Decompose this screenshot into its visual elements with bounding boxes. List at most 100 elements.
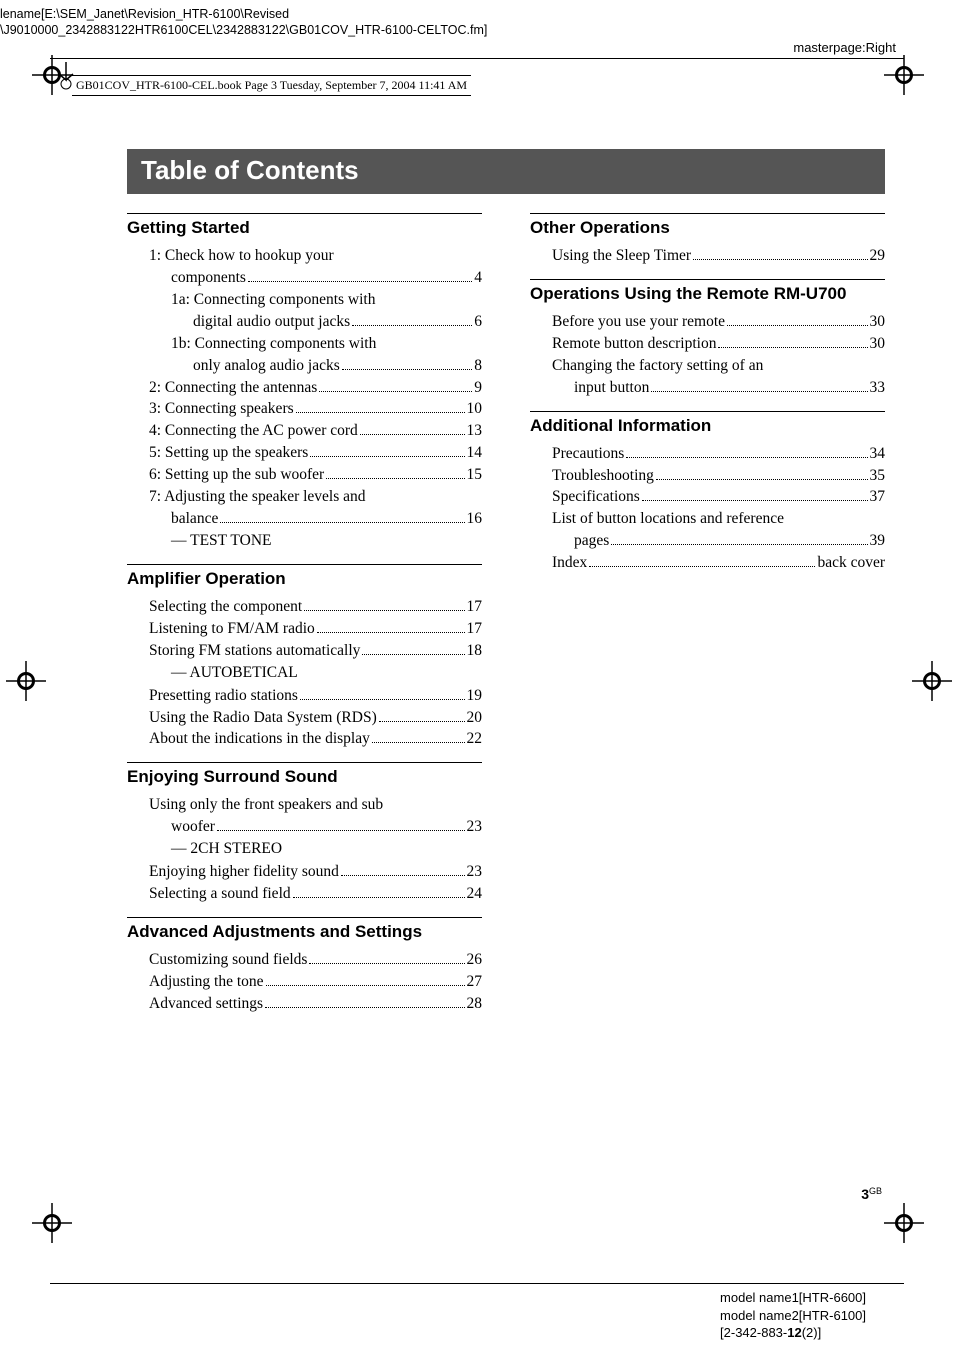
toc-label: Adjusting the tone	[149, 972, 264, 993]
toc-label: 1a: Connecting components with	[171, 290, 375, 311]
toc-entry: 1: Check how to hookup your	[127, 246, 482, 267]
toc-page: 9	[474, 378, 482, 399]
toc-entry: 2: Connecting the antennas 9	[127, 378, 482, 399]
toc-list: Using the Sleep Timer29	[530, 246, 885, 267]
toc-entry: Presetting radio stations19	[127, 686, 482, 707]
toc-page: 19	[467, 686, 483, 707]
toc-leader	[266, 973, 465, 986]
toc-page: 28	[467, 994, 483, 1015]
toc-label: 2: Connecting the antennas	[149, 378, 317, 399]
toc-label: 1b: Connecting components with	[171, 334, 376, 355]
toc-label: Troubleshooting	[552, 466, 654, 487]
toc-leader	[379, 708, 465, 721]
toc-page: 18	[467, 641, 483, 662]
toc-entry: About the indications in the display22	[127, 729, 482, 750]
toc-label: Precautions	[552, 444, 624, 465]
toc-label: 7: Adjusting the speaker levels and	[149, 487, 366, 508]
toc-label: Before you use your remote	[552, 312, 725, 333]
toc-entry: only analog audio jacks 8	[127, 356, 482, 377]
registration-mark	[884, 1203, 924, 1243]
toc-leader	[727, 313, 867, 326]
toc-page: 34	[870, 444, 886, 465]
toc-label: Changing the factory setting of an	[552, 356, 763, 377]
toc-leader	[352, 312, 472, 325]
toc-entry: 3: Connecting speakers10	[127, 399, 482, 420]
toc-label: Using only the front speakers and sub	[149, 795, 383, 816]
page-title: Table of Contents	[127, 149, 885, 194]
toc-label: 4: Connecting the AC power cord	[149, 421, 358, 442]
toc-leader	[265, 994, 464, 1007]
toc-label: balance	[171, 509, 218, 530]
toc-entry: Customizing sound fields26	[127, 950, 482, 971]
toc-entry: Remote button description30	[530, 334, 885, 355]
toc-label: Index	[552, 553, 587, 574]
toc-list: Precautions34Troubleshooting35Specificat…	[530, 444, 885, 575]
registration-mark	[6, 661, 46, 701]
toc-entry: Advanced settings 28	[127, 994, 482, 1015]
registration-mark-outer	[2, 1282, 42, 1322]
toc-page: 33	[870, 378, 886, 399]
toc-leader	[220, 510, 464, 523]
toc-entry: digital audio output jacks6	[127, 312, 482, 333]
registration-mark-outer	[918, 1282, 954, 1322]
toc-page: 14	[467, 443, 483, 464]
toc-label: 6: Setting up the sub woofer	[149, 465, 324, 486]
toc-leader	[718, 334, 867, 347]
registration-mark	[32, 1203, 72, 1243]
filename-path: lename[E:\SEM_Janet\Revision_HTR-6100\Re…	[0, 6, 487, 39]
toc-leader	[248, 269, 472, 282]
bookline-text: GB01COV_HTR-6100-CEL.book Page 3 Tuesday…	[72, 75, 471, 96]
toc-leader	[362, 641, 464, 654]
toc-entry: 6: Setting up the sub woofer15	[127, 465, 482, 486]
toc-label: Using the Radio Data System (RDS)	[149, 708, 377, 729]
toc-entry: Selecting the component17	[127, 597, 482, 618]
toc-leader	[296, 400, 465, 413]
filename-line2: \J9010000_2342883122HTR6100CEL\234288312…	[0, 23, 487, 37]
toc-label: components	[171, 268, 246, 289]
toc-columns: Getting Started1: Check how to hookup yo…	[127, 213, 885, 1016]
toc-label: Remote button description	[552, 334, 716, 355]
toc-label: Advanced settings	[149, 994, 263, 1015]
toc-entry: List of button locations and reference	[530, 509, 885, 530]
toc-entry: Adjusting the tone 27	[127, 972, 482, 993]
toc-entry: — 2CH STEREO	[127, 839, 482, 860]
toc-entry: Selecting a sound field24	[127, 884, 482, 905]
toc-entry: Using the Radio Data System (RDS)20	[127, 708, 482, 729]
model-name-2: model name2[HTR-6100]	[720, 1307, 866, 1325]
toc-leader	[310, 444, 464, 457]
toc-label: pages	[574, 531, 609, 552]
toc-leader	[626, 444, 867, 457]
page-number-suffix: GB	[869, 1186, 882, 1196]
toc-label: 1: Check how to hookup your	[149, 246, 334, 267]
section-heading: Operations Using the Remote RM-U700	[530, 279, 885, 304]
toc-leader	[611, 532, 867, 545]
filename-line1: lename[E:\SEM_Janet\Revision_HTR-6100\Re…	[0, 7, 289, 21]
toc-page: 16	[467, 509, 483, 530]
toc-leader	[360, 422, 465, 435]
toc-entry: 1a: Connecting components with	[127, 290, 482, 311]
toc-page: 27	[467, 972, 483, 993]
toc-entry: Using only the front speakers and sub	[127, 795, 482, 816]
toc-page: 29	[870, 246, 886, 267]
toc-label: Listening to FM/AM radio	[149, 619, 315, 640]
toc-list: Using only the front speakers and subwoo…	[127, 795, 482, 905]
toc-label: only analog audio jacks	[193, 356, 340, 377]
toc-leader	[693, 247, 867, 260]
toc-label: List of button locations and reference	[552, 509, 784, 530]
masterpage-label: masterpage:Right	[793, 40, 896, 55]
toc-entry: 1b: Connecting components with	[127, 334, 482, 355]
registration-mark-outer	[918, 104, 954, 144]
toc-label: 5: Setting up the speakers	[149, 443, 308, 464]
toc-entry: pages39	[530, 531, 885, 552]
model-block: model name1[HTR-6600] model name2[HTR-61…	[720, 1289, 866, 1342]
toc-page: 8	[474, 356, 482, 377]
toc-leader	[309, 951, 464, 964]
page-number: 3GB	[861, 1186, 882, 1202]
toc-leader	[589, 554, 815, 567]
toc-leader	[651, 378, 867, 391]
toc-label: input button	[574, 378, 649, 399]
toc-label: Customizing sound fields	[149, 950, 307, 971]
toc-page: 22	[467, 729, 483, 750]
toc-page: 6	[474, 312, 482, 333]
section-heading: Amplifier Operation	[127, 564, 482, 589]
